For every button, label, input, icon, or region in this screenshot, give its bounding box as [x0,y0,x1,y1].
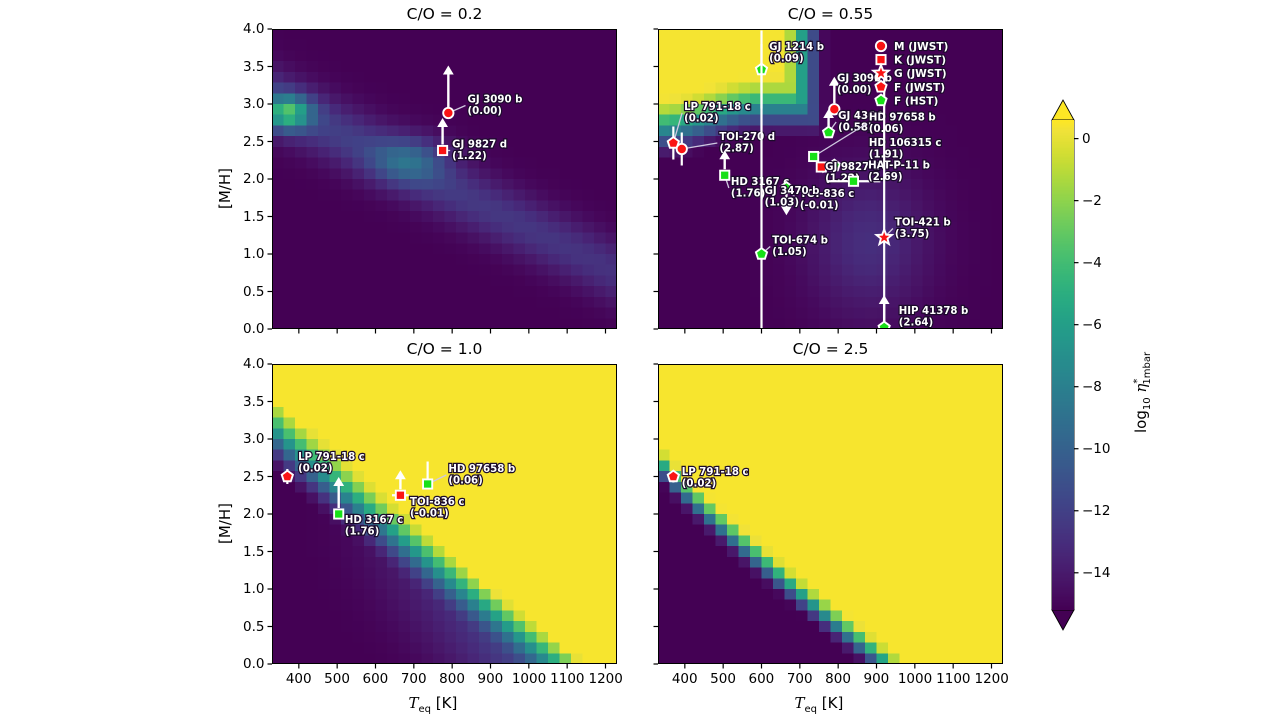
heatmap-co-1.0 [272,364,617,664]
colorbar-label: log10 η*1mbar [1132,352,1153,433]
y-tick-label: 0.5 [243,618,265,635]
y-tick-label: 1.0 [243,581,265,597]
y-tick-label: 3.5 [243,393,265,410]
x-axis-label-unit: [K] [431,694,458,712]
y-axis-label: [M/H] [216,168,234,209]
x-tick-label: 600 [748,671,775,687]
y-tick-label: 4.0 [243,356,265,372]
y-tick-label: 3.5 [243,58,265,75]
x-tick-label: 800 [439,671,465,687]
y-tick-label: 1.0 [243,246,265,262]
y-tick-label: 2.0 [243,171,265,187]
x-tick-label: 600 [362,671,389,687]
y-tick-label: 1.5 [243,543,265,560]
panel-title-co-2.5: C/O = 2.5 [792,340,869,358]
y-tick-label: 2.0 [243,506,265,522]
x-tick-label: 1000 [897,671,933,687]
x-tick-label: 1200 [588,671,623,687]
x-tick-label: 800 [825,671,851,687]
colorbar-tick-label: −8 [1082,378,1102,395]
x-axis-label-symbol: T [794,694,805,712]
colorbar-tick-label: −12 [1082,502,1111,519]
colorbar-tick-label: −4 [1082,254,1102,271]
x-tick-label: 400 [285,671,312,687]
x-tick-label: 1200 [974,671,1009,687]
x-tick-label: 1100 [550,671,585,687]
y-tick-label: 0.0 [243,656,265,672]
y-tick-label: 1.5 [243,208,265,225]
y-tick-label: 3.0 [243,431,265,447]
colorbar-extend-min [1051,609,1075,631]
x-tick-label: 1100 [936,671,971,687]
y-tick-label: 2.5 [243,468,265,485]
y-axis-label: [M/H] [216,503,234,544]
colorbar-label-base: 10 [1142,397,1153,411]
heatmap-co-0.2 [272,29,617,329]
y-tick-label: 3.0 [243,96,265,112]
x-tick-label: 1000 [511,671,547,687]
y-tick-label: 4.0 [243,21,265,37]
x-tick-label: 400 [671,671,698,687]
heatmap-co-2.5 [658,364,1003,664]
y-tick-label: 0.0 [243,321,265,337]
heatmap-co-0.55 [658,29,1003,329]
y-tick-label: 0.5 [243,283,265,300]
x-axis-label-symbol: T [408,694,419,712]
colorbar-label-log: log [1132,410,1150,433]
x-tick-label: 500 [324,671,350,687]
x-tick-label: 700 [786,671,813,687]
colorbar-tick-label: −14 [1082,564,1111,581]
colorbar-label-sub: 1mbar [1142,351,1153,385]
x-tick-label: 900 [863,671,890,687]
x-axis-label: Teq [K] [409,694,458,715]
panel-title-co-0.55: C/O = 0.55 [787,5,874,23]
colorbar-tick-label: −2 [1082,192,1102,209]
panel-title-co-0.2: C/O = 0.2 [406,5,483,23]
colorbar-tick-label: −10 [1082,440,1111,457]
colorbar-gradient [1052,120,1074,610]
x-axis-label: Teq [K] [795,694,844,715]
colorbar-tick-label: −6 [1082,316,1102,333]
y-tick-label: 2.5 [243,133,265,150]
colorbar-extend-max [1051,99,1075,121]
x-tick-label: 700 [400,671,427,687]
colorbar-tick-label: 0 [1082,130,1091,147]
x-tick-label: 500 [710,671,736,687]
x-tick-label: 900 [477,671,504,687]
panel-title-co-1.0: C/O = 1.0 [406,340,483,358]
x-axis-label-unit: [K] [817,694,844,712]
